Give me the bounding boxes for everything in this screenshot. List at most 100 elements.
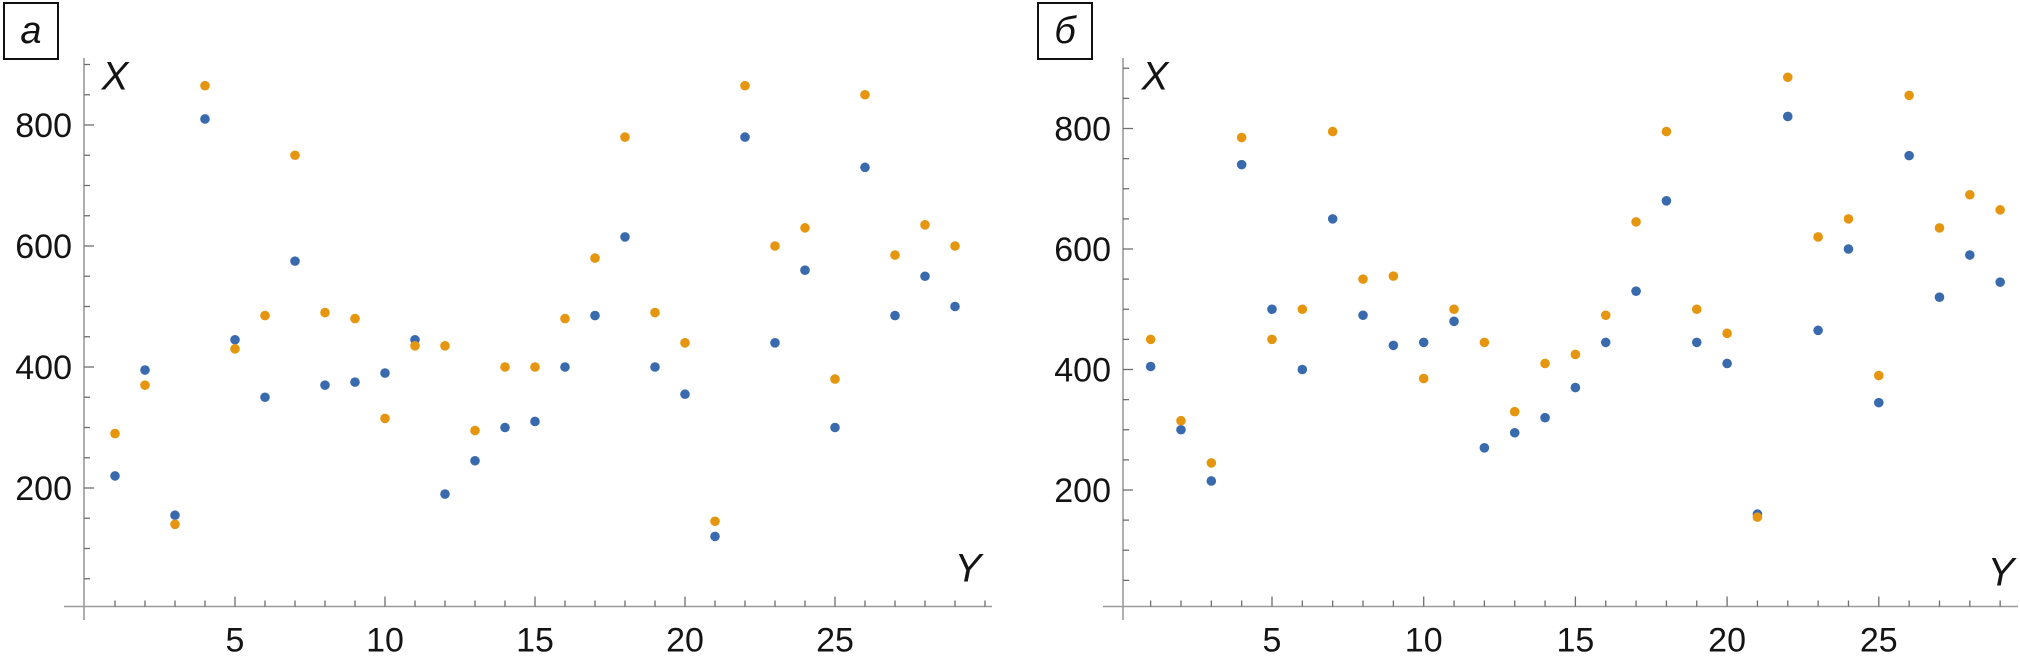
data-point-blue <box>710 531 720 542</box>
data-point-blue <box>1479 443 1490 453</box>
x-tick-label: 5 <box>1263 622 1282 660</box>
x-tick-label: 20 <box>1708 622 1746 660</box>
data-point-orange <box>860 89 870 100</box>
data-point-blue <box>110 471 120 481</box>
data-point-orange <box>170 519 180 530</box>
panel-b-label-box: б <box>1037 2 1093 60</box>
data-point-blue <box>290 256 300 266</box>
data-point-orange <box>710 516 720 527</box>
data-point-orange <box>1176 415 1186 426</box>
data-point-blue <box>1418 337 1429 348</box>
series-orange <box>110 80 960 530</box>
data-point-orange <box>1297 304 1308 315</box>
data-point-blue <box>1600 337 1611 348</box>
series-orange <box>1145 72 2005 522</box>
data-point-blue <box>830 422 840 433</box>
data-point-orange <box>1752 512 1763 522</box>
data-point-blue <box>1540 412 1550 423</box>
data-point-blue <box>1509 427 1520 438</box>
x-tick-label: 10 <box>1405 622 1443 660</box>
data-point-orange <box>530 362 540 372</box>
data-point-orange <box>620 132 630 142</box>
data-point-orange <box>800 223 810 233</box>
y-tick-label: 200 <box>15 470 72 508</box>
data-point-blue <box>1236 159 1247 170</box>
data-point-blue <box>140 365 150 375</box>
data-point-orange <box>1267 334 1277 345</box>
data-point-orange <box>650 307 660 318</box>
data-point-orange <box>440 341 450 351</box>
data-point-orange <box>1327 126 1338 137</box>
data-point-orange <box>890 250 900 260</box>
data-point-blue <box>1206 476 1217 486</box>
plot-panel-а: 5 10 15 20 25 200 400 600 800 <box>15 58 992 660</box>
y-tick-label: 400 <box>1054 352 1111 390</box>
data-point-blue <box>1691 337 1702 348</box>
data-point-orange <box>1145 334 1156 345</box>
panel-a-label: а <box>20 9 42 52</box>
data-point-blue <box>380 368 390 378</box>
data-point-orange <box>230 344 240 354</box>
data-point-orange <box>470 425 480 436</box>
panel-a-horizontal-axis-label: Y <box>954 546 982 591</box>
data-point-orange <box>410 341 420 351</box>
data-point-blue <box>1297 364 1308 375</box>
data-point-orange <box>1782 72 1793 83</box>
data-point-blue <box>1145 361 1156 372</box>
data-point-blue <box>590 310 600 321</box>
data-point-blue <box>890 310 900 321</box>
data-point-blue <box>560 362 570 372</box>
data-point-blue <box>860 162 870 173</box>
data-point-orange <box>1843 214 1854 224</box>
data-point-orange <box>1600 310 1611 321</box>
data-point-blue <box>530 416 540 427</box>
y-tick-label: 800 <box>15 107 72 145</box>
series-blue <box>1145 111 2005 519</box>
data-point-orange <box>1449 304 1459 315</box>
data-point-orange <box>1965 189 1975 200</box>
data-point-blue <box>260 392 270 403</box>
data-point-blue <box>950 301 960 312</box>
data-point-orange <box>1540 358 1550 369</box>
data-point-orange <box>1358 274 1368 284</box>
data-point-blue <box>1843 244 1854 254</box>
panel-a-vertical-axis-label: X <box>101 54 129 99</box>
data-point-blue <box>320 380 330 390</box>
data-point-orange <box>770 241 780 251</box>
x-tick-label: 25 <box>1860 622 1898 660</box>
data-point-blue <box>740 132 750 142</box>
data-point-blue <box>1782 111 1793 122</box>
x-tick-label: 15 <box>1556 622 1594 660</box>
data-point-blue <box>770 338 780 348</box>
data-point-orange <box>1570 349 1581 360</box>
data-point-blue <box>470 455 480 466</box>
data-point-orange <box>740 80 750 91</box>
data-point-blue <box>500 422 510 433</box>
data-point-blue <box>920 271 930 282</box>
panel-b-horizontal-axis-label: Y <box>1987 550 2015 595</box>
data-point-orange <box>1388 271 1399 281</box>
data-point-blue <box>170 510 180 521</box>
data-point-blue <box>1661 196 1672 206</box>
x-tick-label: 5 <box>226 622 245 660</box>
data-point-orange <box>1904 90 1914 101</box>
data-point-blue <box>1267 304 1277 315</box>
data-point-blue <box>230 334 240 345</box>
x-tick-label: 25 <box>816 622 854 660</box>
data-point-blue <box>1722 358 1732 369</box>
data-point-blue <box>200 114 210 124</box>
data-point-orange <box>110 428 120 439</box>
data-point-orange <box>1813 232 1823 242</box>
data-point-blue <box>650 362 660 372</box>
data-point-orange <box>1479 337 1490 348</box>
data-point-blue <box>1934 292 1945 303</box>
data-point-blue <box>1965 250 1975 260</box>
data-point-orange <box>830 374 840 384</box>
data-point-orange <box>1509 406 1520 417</box>
x-tick-label: 15 <box>516 622 554 660</box>
panel-a-label-box: а <box>3 2 59 60</box>
series-blue <box>110 114 960 542</box>
data-point-blue <box>1449 316 1459 327</box>
data-point-blue <box>1995 277 2005 287</box>
